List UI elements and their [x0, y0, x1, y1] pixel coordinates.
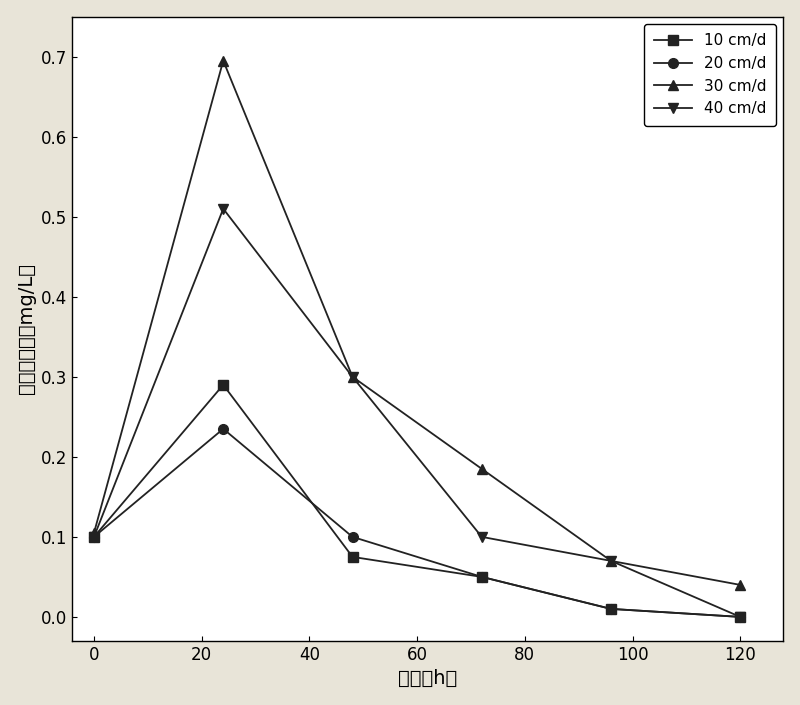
- 30 cm/d: [218, 56, 228, 65]
- 20 cm/d: [90, 533, 99, 541]
- 10 cm/d: [735, 613, 745, 621]
- 10 cm/d: [218, 381, 228, 389]
- Line: 10 cm/d: 10 cm/d: [89, 380, 745, 622]
- Y-axis label: 亚硝酸盐氮（mg/L）: 亚硝酸盐氮（mg/L）: [17, 263, 36, 394]
- 10 cm/d: [348, 553, 358, 561]
- 30 cm/d: [735, 581, 745, 589]
- 20 cm/d: [218, 424, 228, 433]
- Line: 30 cm/d: 30 cm/d: [89, 56, 745, 590]
- Legend: 10 cm/d, 20 cm/d, 30 cm/d, 40 cm/d: 10 cm/d, 20 cm/d, 30 cm/d, 40 cm/d: [645, 24, 776, 125]
- 10 cm/d: [90, 533, 99, 541]
- Line: 40 cm/d: 40 cm/d: [89, 204, 745, 622]
- 40 cm/d: [477, 533, 486, 541]
- Line: 20 cm/d: 20 cm/d: [89, 424, 745, 622]
- 20 cm/d: [348, 533, 358, 541]
- 30 cm/d: [90, 529, 99, 537]
- 40 cm/d: [348, 372, 358, 381]
- 20 cm/d: [735, 613, 745, 621]
- 10 cm/d: [477, 572, 486, 581]
- 30 cm/d: [348, 372, 358, 381]
- 20 cm/d: [477, 572, 486, 581]
- 30 cm/d: [606, 557, 616, 565]
- 40 cm/d: [606, 557, 616, 565]
- 40 cm/d: [735, 613, 745, 621]
- 40 cm/d: [218, 204, 228, 213]
- X-axis label: 时间（h）: 时间（h）: [398, 669, 458, 688]
- 20 cm/d: [606, 605, 616, 613]
- 30 cm/d: [477, 465, 486, 473]
- 40 cm/d: [90, 533, 99, 541]
- 10 cm/d: [606, 605, 616, 613]
